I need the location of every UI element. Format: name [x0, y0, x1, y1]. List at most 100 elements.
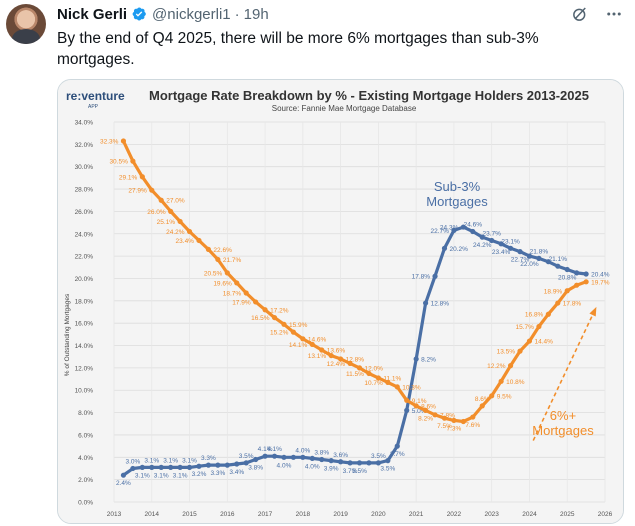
sub3-data-label: 4.0% [305, 463, 320, 470]
six-plus-point [432, 412, 438, 418]
sub3-data-label: 20.2% [449, 246, 468, 253]
six-plus-point [290, 329, 297, 335]
y-tick-label: 12.0% [75, 365, 94, 372]
sub3-point [262, 453, 268, 459]
six-plus-point [441, 415, 448, 421]
author-handle[interactable]: @nickgerli1 [152, 5, 231, 23]
more-options-icon[interactable] [605, 5, 623, 23]
six-plus-data-label: 16.8% [525, 312, 544, 319]
six-plus-data-label: 12.2% [487, 363, 506, 370]
separator-dot: · [234, 5, 240, 23]
sub3-data-label: 3.0% [125, 458, 140, 465]
x-tick-label: 2018 [296, 511, 311, 518]
sub3-point [186, 464, 193, 470]
y-tick-label: 20.0% [75, 276, 94, 283]
sub3-data-label: 21.1% [549, 256, 568, 263]
six-plus-data-label: 12.4% [327, 361, 346, 368]
y-tick-label: 8.0% [78, 410, 93, 417]
six-plus-point [168, 208, 174, 215]
sub3-point [319, 456, 325, 463]
sub3-data-label: 24.2% [473, 242, 492, 249]
x-tick-label: 2014 [145, 511, 160, 518]
sub3-point [120, 472, 127, 478]
six-plus-point [583, 279, 589, 285]
x-tick-label: 2016 [220, 511, 235, 518]
six-plus-point [366, 370, 372, 377]
six-plus-point [300, 336, 306, 342]
sub3-point [375, 460, 381, 466]
sub3-data-label: 2.4% [116, 480, 131, 487]
sub3-data-label: 3.1% [144, 457, 159, 464]
six-plus-data-label: 13.6% [327, 348, 346, 355]
six-plus-data-label: 18.7% [223, 291, 242, 298]
six-plus-data-label: 9.5% [497, 393, 512, 400]
sub3-point [243, 460, 249, 466]
six-plus-point [215, 256, 221, 263]
sub3-data-label: 3.1% [154, 472, 169, 479]
six-plus-point [243, 290, 249, 296]
sub3-data-label: 23.4% [492, 249, 511, 256]
author-name[interactable]: Nick Gerli [57, 5, 128, 23]
sub3-point [517, 249, 523, 255]
six-plus-data-label: 13.1% [308, 353, 327, 360]
verified-badge-icon [132, 7, 146, 21]
tweet-text: By the end of Q4 2025, there will be mor… [57, 30, 539, 68]
tweet-header: Nick Gerli @nickgerli1 · 19h [57, 4, 269, 24]
sub3-point [234, 461, 240, 467]
six-plus-point [375, 375, 381, 381]
x-tick-label: 2020 [371, 511, 386, 518]
six-plus-point [224, 270, 230, 276]
logo-subtext: APP [88, 104, 99, 110]
sub3-point [290, 454, 297, 460]
sub3-data-label: 3.4% [229, 469, 244, 476]
sub3-data-label: 3.5% [380, 466, 395, 473]
six-plus-trend-arrow [532, 308, 597, 441]
sub3-point [555, 263, 561, 269]
sub3-data-label: 8.2% [421, 356, 436, 363]
sub3-data-label: 3.5% [239, 453, 254, 460]
grok-icon[interactable] [571, 5, 589, 23]
sub3-point [583, 271, 589, 277]
tweet-image[interactable]: re:venture APP Mortgage Rate Breakdown b… [57, 79, 624, 524]
six-plus-data-label: 23.4% [176, 238, 195, 245]
sub3-label-line1: Sub-3% [434, 179, 481, 194]
sub3-point [479, 234, 485, 240]
six-plus-data-label: 11.1% [383, 375, 401, 382]
six-plus-point [328, 352, 334, 359]
mortgage-rate-chart: re:venture APP Mortgage Rate Breakdown b… [58, 80, 623, 523]
tweet-timestamp[interactable]: 19h [243, 5, 269, 23]
sub3-data-label: 3.8% [314, 450, 329, 457]
sub3-point [281, 454, 287, 460]
sub3-point [536, 255, 542, 261]
six-plus-point [149, 187, 155, 193]
sub3-point [300, 454, 306, 460]
sub3-data-label: 22.0% [520, 261, 539, 268]
sub3-point [253, 456, 259, 463]
chart-title: Mortgage Rate Breakdown by % - Existing … [149, 88, 589, 103]
sub3-data-label: 3.1% [135, 472, 150, 479]
six-plus-point [413, 403, 419, 409]
six-plus-data-label: 14.1% [289, 342, 308, 349]
avatar[interactable] [6, 4, 46, 44]
sub3-point [356, 460, 363, 466]
sub3-point [385, 458, 391, 464]
six-plus-point [422, 407, 429, 413]
x-tick-label: 2026 [598, 511, 613, 518]
sub3-point [404, 407, 410, 413]
six-plus-label-line1: 6%+ [550, 408, 576, 423]
sub3-data-label: 4.1% [258, 446, 273, 453]
sub3-data-label: 23.7% [482, 230, 501, 237]
x-tick-label: 2019 [333, 511, 348, 518]
six-plus-data-label: 29.1% [119, 174, 138, 181]
sub3-data-label: 4.0% [277, 462, 292, 469]
six-plus-point [338, 356, 344, 362]
sub3-data-label: 3.2% [192, 471, 207, 478]
y-tick-label: 32.0% [75, 142, 94, 149]
six-plus-data-label: 8.2% [418, 415, 433, 422]
y-tick-label: 2.0% [78, 477, 93, 484]
sub3-point [205, 462, 212, 468]
six-plus-data-label: 11.5% [346, 371, 364, 378]
six-plus-data-label: 27.9% [128, 188, 147, 195]
chart-grid [113, 121, 606, 503]
sub3-data-label: 5.0% [412, 408, 427, 415]
